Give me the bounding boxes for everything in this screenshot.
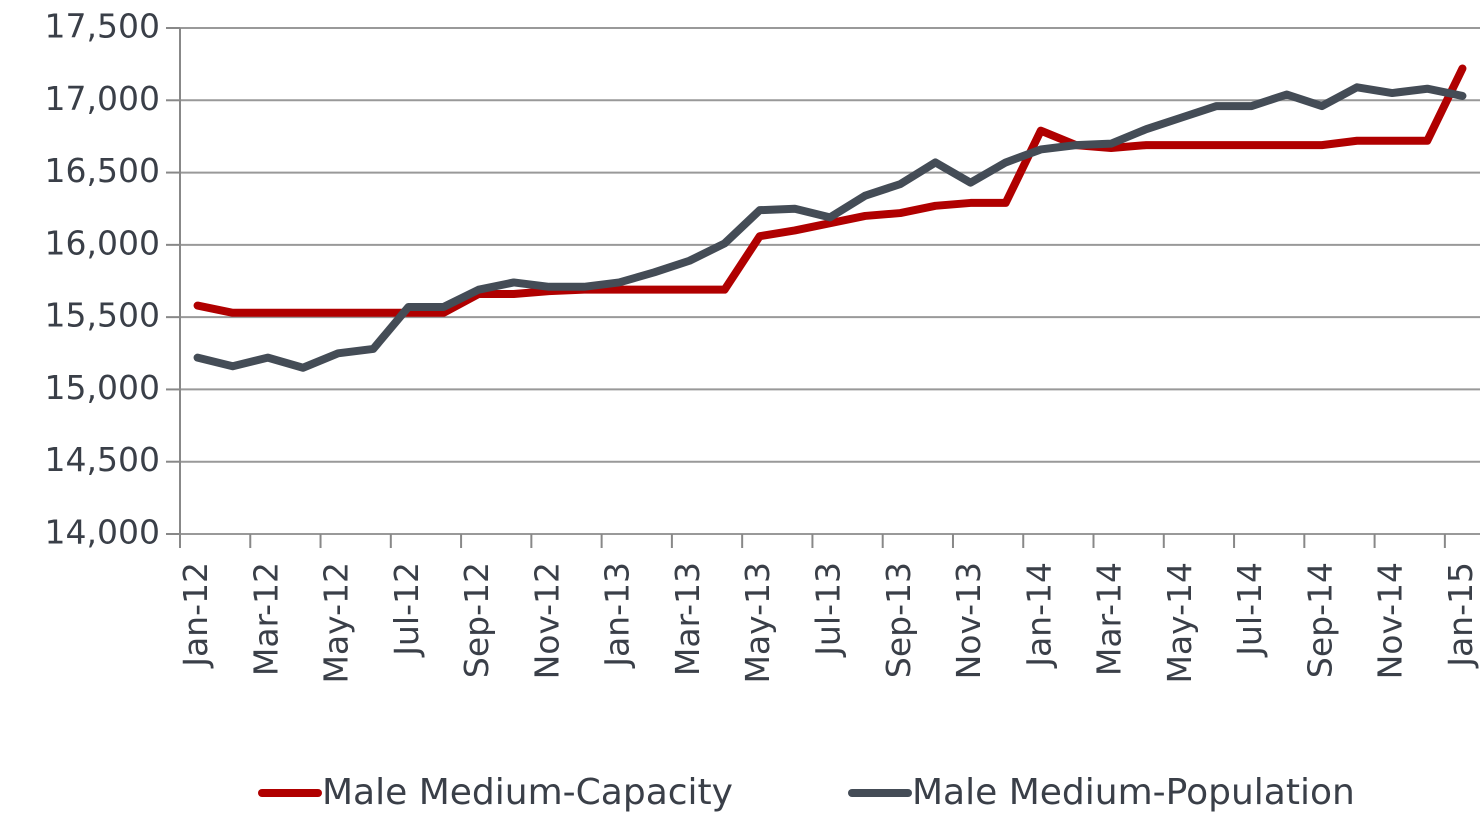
- x-tick-label: Nov-14: [1371, 562, 1410, 679]
- y-tick-label: 15,000: [45, 368, 160, 407]
- x-tick-label: May-13: [738, 562, 777, 684]
- x-tick-label: Jul-12: [387, 562, 426, 658]
- x-tick-label: Sep-12: [457, 562, 496, 678]
- x-tick-label: Jan-12: [176, 562, 215, 669]
- x-tick-label: Mar-13: [668, 562, 707, 676]
- x-tick-label: Sep-14: [1300, 562, 1339, 678]
- x-tick-label: Nov-12: [527, 562, 566, 679]
- x-tick-label: Jan-15: [1441, 562, 1480, 669]
- y-tick-label: 16,000: [45, 223, 160, 262]
- series-line: [193, 83, 1467, 372]
- x-tick-label: May-14: [1160, 562, 1199, 684]
- x-tick-label: May-12: [317, 562, 356, 684]
- legend-label: Male Medium-Capacity: [322, 772, 733, 813]
- y-tick-label: 15,500: [45, 296, 160, 335]
- x-tick-label: Nov-13: [949, 562, 988, 679]
- y-tick-label: 14,500: [45, 440, 160, 479]
- y-tick-label: 17,000: [45, 79, 160, 118]
- x-tick-label: Jan-14: [1019, 562, 1058, 669]
- x-tick-label: Jan-13: [598, 562, 637, 669]
- y-tick-label: 17,500: [45, 7, 160, 46]
- legend-label: Male Medium-Population: [912, 772, 1355, 813]
- x-tick-label: Jul-13: [809, 562, 848, 658]
- series-line: [193, 64, 1467, 317]
- x-tick-label: Mar-14: [1090, 562, 1129, 676]
- y-tick-label: 16,500: [45, 151, 160, 190]
- y-tick-label: 14,000: [45, 513, 160, 552]
- x-tick-label: Jul-14: [1230, 562, 1269, 658]
- x-tick-label: Mar-12: [246, 562, 285, 676]
- x-tick-label: Sep-13: [879, 562, 918, 678]
